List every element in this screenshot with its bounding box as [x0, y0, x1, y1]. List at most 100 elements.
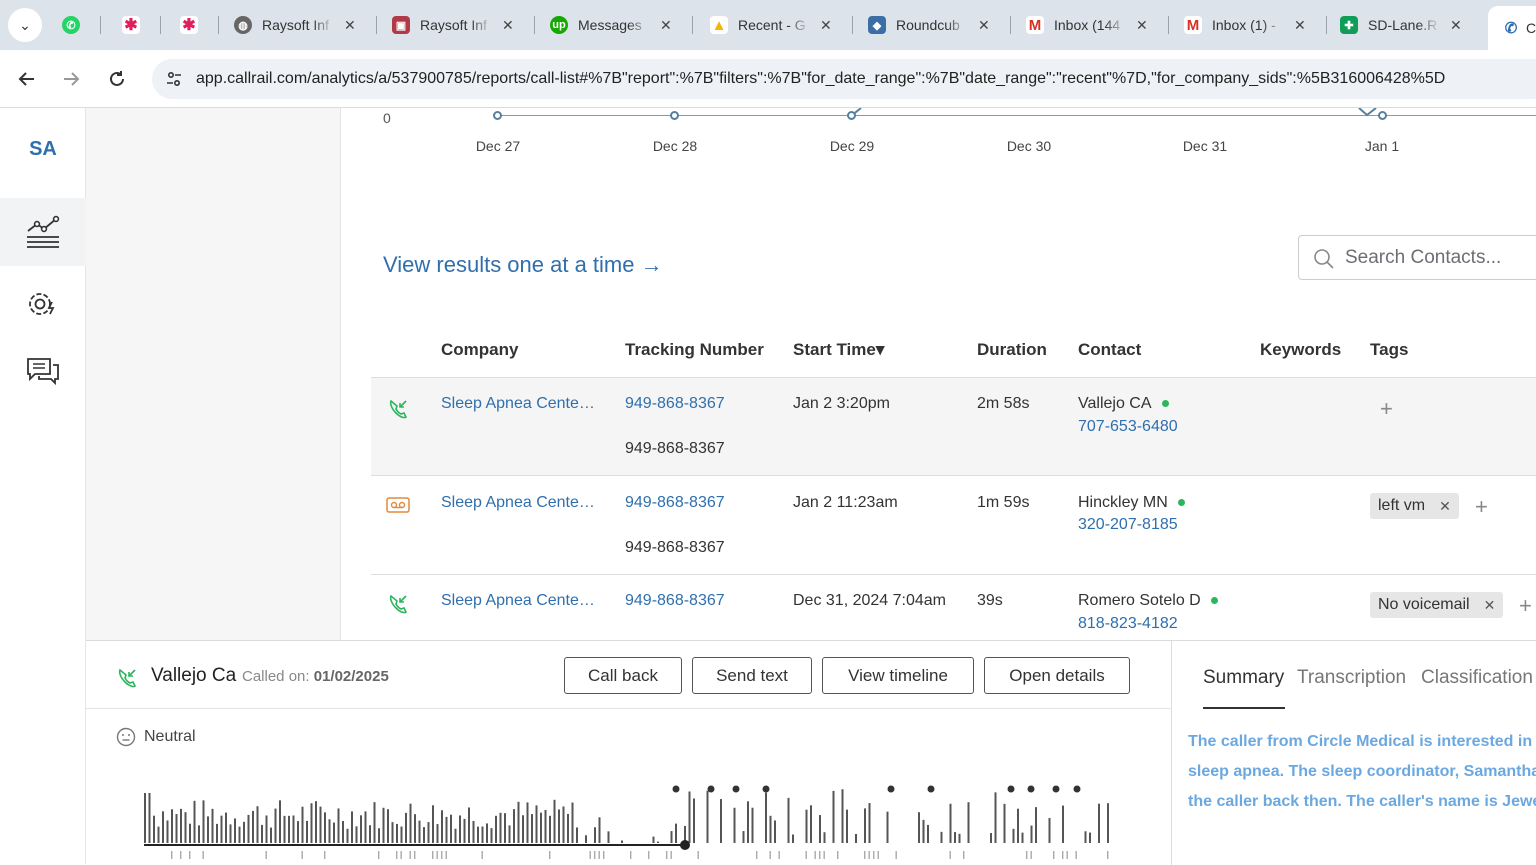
remove-tag-icon[interactable]: ✕: [1483, 596, 1496, 613]
summary-line: sleep apnea. The sleep coordinator, Sama…: [1188, 763, 1536, 780]
online-status-dot: [1161, 400, 1169, 408]
keyword-marker-dot[interactable]: [1052, 785, 1060, 793]
waveform-bar: [328, 819, 331, 843]
search-contacts-input[interactable]: Search Contacts...: [1298, 235, 1536, 280]
tag-chip: No voicemail ✕: [1370, 592, 1504, 618]
tab-summary[interactable]: Summary: [1203, 667, 1285, 688]
column-header-tags[interactable]: Tags: [1370, 340, 1409, 359]
keyword-marker-dot[interactable]: [1027, 785, 1035, 793]
forward-button[interactable]: [56, 64, 86, 94]
column-header-keywords[interactable]: Keywords: [1260, 340, 1342, 359]
close-icon[interactable]: ✕: [1136, 16, 1148, 33]
close-icon[interactable]: ✕: [660, 16, 672, 33]
column-header-duration[interactable]: Duration: [977, 340, 1047, 359]
tag-label: left vm: [1378, 497, 1426, 514]
inbound-call-icon: [389, 594, 407, 614]
company-link[interactable]: Sleep Apnea Cente…: [441, 395, 595, 412]
waveform-bar: [949, 803, 952, 843]
remove-tag-icon[interactable]: ✕: [1439, 497, 1451, 514]
waveform-marker-tick: [1053, 851, 1055, 859]
table-row[interactable]: Sleep Apnea Cente… 949-868-8367 Dec 31, …: [371, 575, 1536, 640]
waveform-bar: [810, 805, 812, 843]
waveform-bar: [486, 823, 488, 843]
url-field[interactable]: app.callrail.com/analytics/a/537900785/r…: [152, 59, 1536, 99]
column-header-contact[interactable]: Contact: [1078, 340, 1142, 359]
rail-item-chat[interactable]: [0, 338, 86, 406]
table-row[interactable]: Sleep Apnea Cente… 949-868-8367 949-868-…: [371, 476, 1536, 575]
waveform-bar: [607, 831, 610, 843]
back-button[interactable]: [12, 64, 42, 94]
close-icon[interactable]: ✕: [1450, 16, 1462, 33]
send-text-button[interactable]: Send text: [692, 657, 812, 694]
reload-button[interactable]: [102, 64, 132, 94]
view-results-one-at-a-time-link[interactable]: View results one at a time →: [383, 252, 663, 277]
keyword-marker-dot[interactable]: [732, 785, 740, 793]
keyword-marker-dot[interactable]: [1007, 785, 1015, 793]
playback-head-handle[interactable]: [680, 840, 690, 850]
contact-phone-link[interactable]: 320-207-8185: [1078, 516, 1178, 533]
open-details-button[interactable]: Open details: [984, 657, 1130, 694]
waveform-bar: [252, 810, 254, 843]
table-row[interactable]: Sleep Apnea Cente… 949-868-8367 949-868-…: [371, 378, 1536, 476]
close-icon[interactable]: ✕: [344, 16, 356, 33]
waveform-bar: [216, 823, 218, 843]
tab-separator: [692, 16, 693, 34]
view-timeline-button[interactable]: View timeline: [822, 657, 974, 694]
waveform-bar: [1017, 808, 1019, 843]
tab-slack-1[interactable]: ✱: [122, 8, 150, 42]
close-icon[interactable]: ✕: [502, 16, 514, 33]
tab-whatsapp[interactable]: ✆: [62, 8, 90, 42]
tab-messages[interactable]: up Messages ✕: [550, 8, 672, 42]
tab-raysoft-2[interactable]: ▣ Raysoft Inf ✕: [392, 8, 514, 42]
contact-name[interactable]: Hinckley MN: [1078, 494, 1185, 512]
column-header-start-time[interactable]: Start Time▾: [793, 340, 885, 359]
keyword-marker-dot[interactable]: [707, 785, 715, 793]
close-icon[interactable]: ✕: [1294, 16, 1306, 33]
company-link[interactable]: Sleep Apnea Cente…: [441, 592, 595, 609]
tracking-number-link[interactable]: 949-868-8367: [625, 395, 725, 412]
rail-item-settings[interactable]: [0, 270, 86, 338]
tracking-number-link[interactable]: 949-868-8367: [625, 592, 725, 609]
waveform-bar: [868, 803, 871, 843]
tab-gmail-1[interactable]: M Inbox (144 ✕: [1026, 8, 1148, 42]
tab-callrail-active[interactable]: ✆ C: [1488, 6, 1536, 50]
tab-roundcube[interactable]: ◆ Roundcub ✕: [868, 8, 990, 42]
tab-classification[interactable]: Classification: [1421, 667, 1533, 688]
account-avatar[interactable]: SA: [29, 138, 57, 160]
tab-gmail-2[interactable]: M Inbox (1) - ✕: [1184, 8, 1306, 42]
tracking-number-link[interactable]: 949-868-8367: [625, 494, 725, 511]
contact-phone-link[interactable]: 707-653-6480: [1078, 418, 1178, 435]
rail-item-analytics[interactable]: [0, 198, 86, 266]
waveform-bar: [886, 811, 889, 843]
waveform-marker-tick: [873, 851, 875, 859]
close-icon[interactable]: ✕: [978, 16, 990, 33]
keyword-marker-dot[interactable]: [672, 785, 680, 793]
site-info-icon[interactable]: [164, 69, 184, 89]
keyword-marker-dot[interactable]: [1073, 785, 1081, 793]
call-audio-waveform[interactable]: [144, 781, 1114, 865]
company-link[interactable]: Sleep Apnea Cente…: [441, 494, 595, 511]
tab-drive[interactable]: ▲ Recent - G ✕: [710, 8, 832, 42]
waveform-bar: [472, 820, 475, 843]
contact-name[interactable]: Romero Sotelo D: [1078, 592, 1218, 610]
column-header-tracking-number[interactable]: Tracking Number: [625, 340, 764, 359]
add-tag-button[interactable]: +: [1519, 593, 1532, 618]
column-header-company[interactable]: Company: [441, 340, 519, 359]
tab-raysoft-1[interactable]: ◍ Raysoft Inf ✕: [234, 8, 356, 42]
close-icon[interactable]: ✕: [820, 16, 832, 33]
contact-phone-link[interactable]: 818-823-4182: [1078, 615, 1178, 632]
tab-title: SD-Lane.R: [1368, 17, 1438, 33]
tab-sheets[interactable]: ✚ SD-Lane.R ✕: [1340, 8, 1462, 42]
contact-name[interactable]: Vallejo CA: [1078, 395, 1169, 413]
waveform-bar: [414, 814, 416, 843]
add-tag-button[interactable]: +: [1475, 494, 1488, 519]
keyword-marker-dot[interactable]: [927, 785, 935, 793]
call-back-button[interactable]: Call back: [564, 657, 682, 694]
waveform-bar: [418, 820, 421, 843]
add-tag-button[interactable]: +: [1380, 396, 1393, 421]
tab-slack-2[interactable]: ✱: [180, 8, 208, 42]
tab-transcription[interactable]: Transcription: [1297, 667, 1407, 688]
keyword-marker-dot[interactable]: [887, 785, 895, 793]
keyword-marker-dot[interactable]: [762, 785, 770, 793]
tab-search-button[interactable]: ⌄: [8, 8, 42, 42]
